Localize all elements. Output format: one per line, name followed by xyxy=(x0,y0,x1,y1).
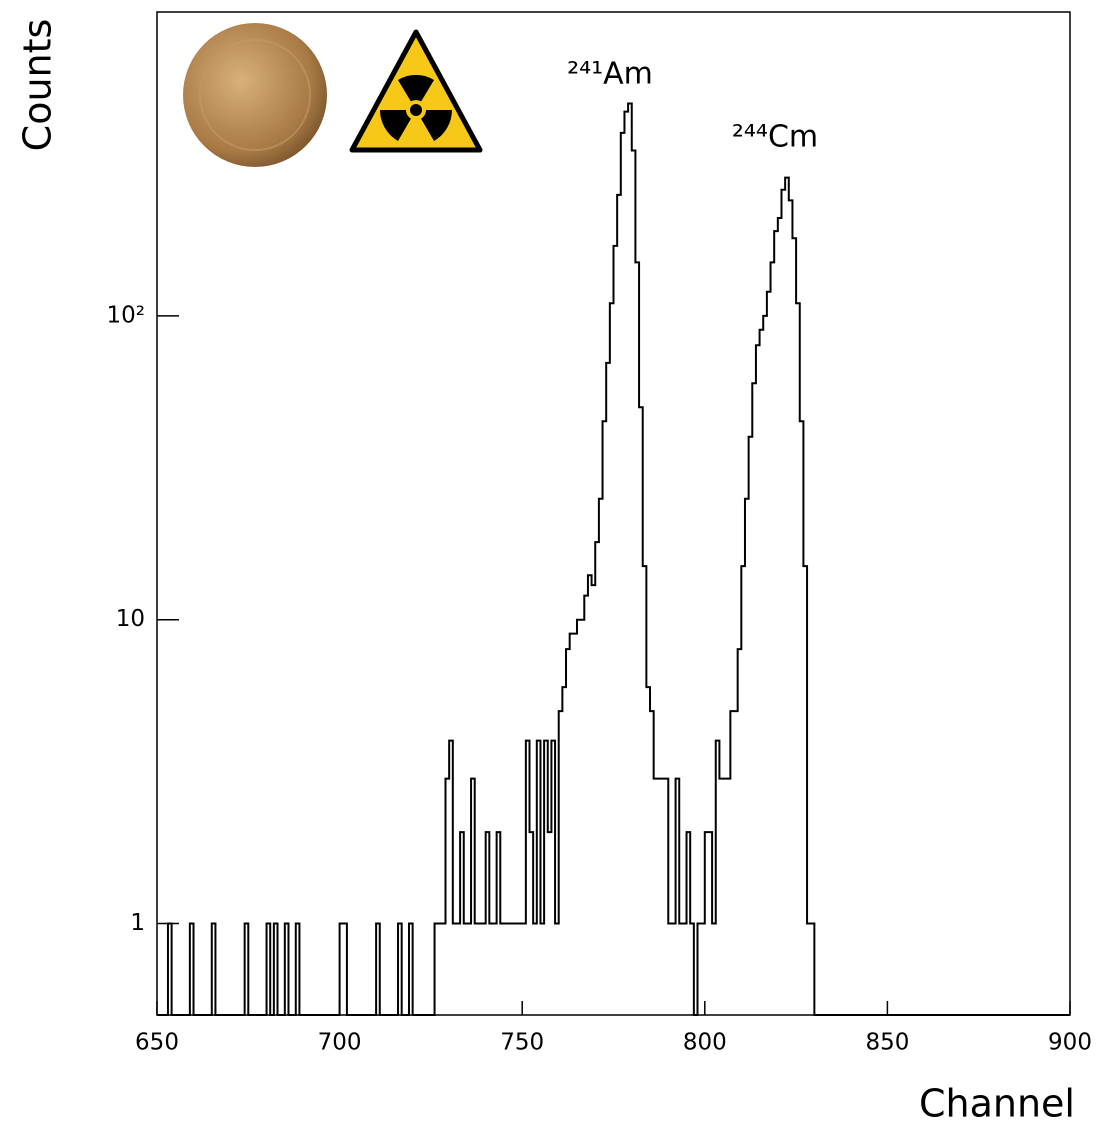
histogram-bar xyxy=(562,687,566,1015)
x-tick-label: 750 xyxy=(500,1030,544,1056)
histogram-bar xyxy=(584,596,588,1015)
histogram-bar xyxy=(763,316,767,1015)
histogram-bar xyxy=(771,262,775,1015)
histogram-bar xyxy=(789,200,793,1015)
x-axis-title: Channel xyxy=(919,1082,1075,1124)
histogram-bar xyxy=(511,924,515,1015)
histogram-bar xyxy=(621,133,625,1015)
histogram-bar xyxy=(723,779,727,1015)
histogram-bar xyxy=(515,924,519,1015)
histogram-bar xyxy=(456,924,460,1015)
histogram-bar xyxy=(614,246,618,1015)
histogram-bar xyxy=(508,924,512,1015)
histogram-bar xyxy=(573,634,577,1015)
histogram-bar xyxy=(654,779,658,1015)
histogram-bar xyxy=(453,924,457,1015)
peak-annotation: ²⁴⁴Cm xyxy=(732,120,818,155)
histogram-bar xyxy=(785,178,789,1015)
histogram-bar xyxy=(577,620,581,1015)
histogram-outline xyxy=(157,102,1070,1016)
histogram-bar xyxy=(592,585,596,1015)
histogram-bar xyxy=(595,542,599,1015)
histogram-bar xyxy=(540,924,544,1015)
histogram-bar xyxy=(774,231,778,1015)
histogram-bar xyxy=(719,779,723,1015)
histogram-bar xyxy=(478,924,482,1015)
histogram-bar xyxy=(745,499,749,1015)
histogram-bar xyxy=(566,649,570,1015)
histogram-bar xyxy=(683,924,687,1015)
histogram-bar xyxy=(588,575,592,1015)
histogram-bar xyxy=(610,303,614,1015)
histogram-bar xyxy=(464,924,468,1015)
histogram-bar xyxy=(760,330,764,1015)
x-tick-label: 850 xyxy=(865,1030,909,1056)
x-tick-label: 700 xyxy=(318,1030,362,1056)
x-tick-label: 800 xyxy=(683,1030,727,1056)
histogram-bar xyxy=(570,634,574,1015)
histogram-bar xyxy=(489,924,493,1015)
histogram-bar xyxy=(767,292,771,1015)
histogram-bar xyxy=(500,924,504,1015)
y-tick-label: 1 xyxy=(130,910,145,936)
peak-annotation: ²⁴¹Am xyxy=(567,57,653,92)
histogram-bar xyxy=(712,924,716,1015)
histogram-bar xyxy=(599,499,603,1015)
histogram-bar xyxy=(482,924,486,1015)
histogram-bar xyxy=(778,218,782,1015)
histogram-bar xyxy=(504,924,508,1015)
histogram-bar xyxy=(749,437,753,1015)
histogram-bar xyxy=(661,779,665,1015)
histogram-bar xyxy=(657,779,661,1015)
histogram-bar xyxy=(467,924,471,1015)
y-tick-label: 10² xyxy=(107,302,146,328)
histogram-bar xyxy=(533,924,537,1015)
histogram-bar xyxy=(442,924,446,1015)
histogram-bar xyxy=(734,711,738,1015)
histogram-bar xyxy=(668,924,672,1015)
histogram-bar xyxy=(438,924,442,1015)
histogram-bar xyxy=(792,238,796,1015)
x-tick-label: 650 xyxy=(135,1030,179,1056)
y-tick-label: 10 xyxy=(116,606,145,632)
y-axis-title: Counts xyxy=(16,19,60,152)
histogram-bar xyxy=(548,832,552,1015)
histogram-bar xyxy=(628,103,632,1015)
histogram-bar xyxy=(617,195,621,1015)
histogram-bar xyxy=(781,190,785,1015)
histogram-bar xyxy=(752,383,756,1015)
radiation-symbol xyxy=(349,29,483,153)
histogram-bar xyxy=(646,687,650,1015)
histogram-bar xyxy=(555,924,559,1015)
histogram-bar xyxy=(624,112,628,1015)
histogram-bar xyxy=(606,363,610,1015)
coin-photo xyxy=(183,23,327,167)
histogram-bar xyxy=(581,620,585,1015)
histogram-bar xyxy=(603,421,607,1015)
histogram-bar xyxy=(672,924,676,1015)
histogram-bar xyxy=(632,151,636,1015)
plot-frame xyxy=(156,11,1071,1016)
histogram-bar xyxy=(475,924,479,1015)
histogram-bar xyxy=(679,924,683,1015)
histogram-bar xyxy=(727,779,731,1015)
histogram-bar xyxy=(756,345,760,1015)
x-tick-label: 900 xyxy=(1048,1030,1092,1056)
histogram-bar xyxy=(807,924,811,1015)
histogram-bar xyxy=(493,924,497,1015)
